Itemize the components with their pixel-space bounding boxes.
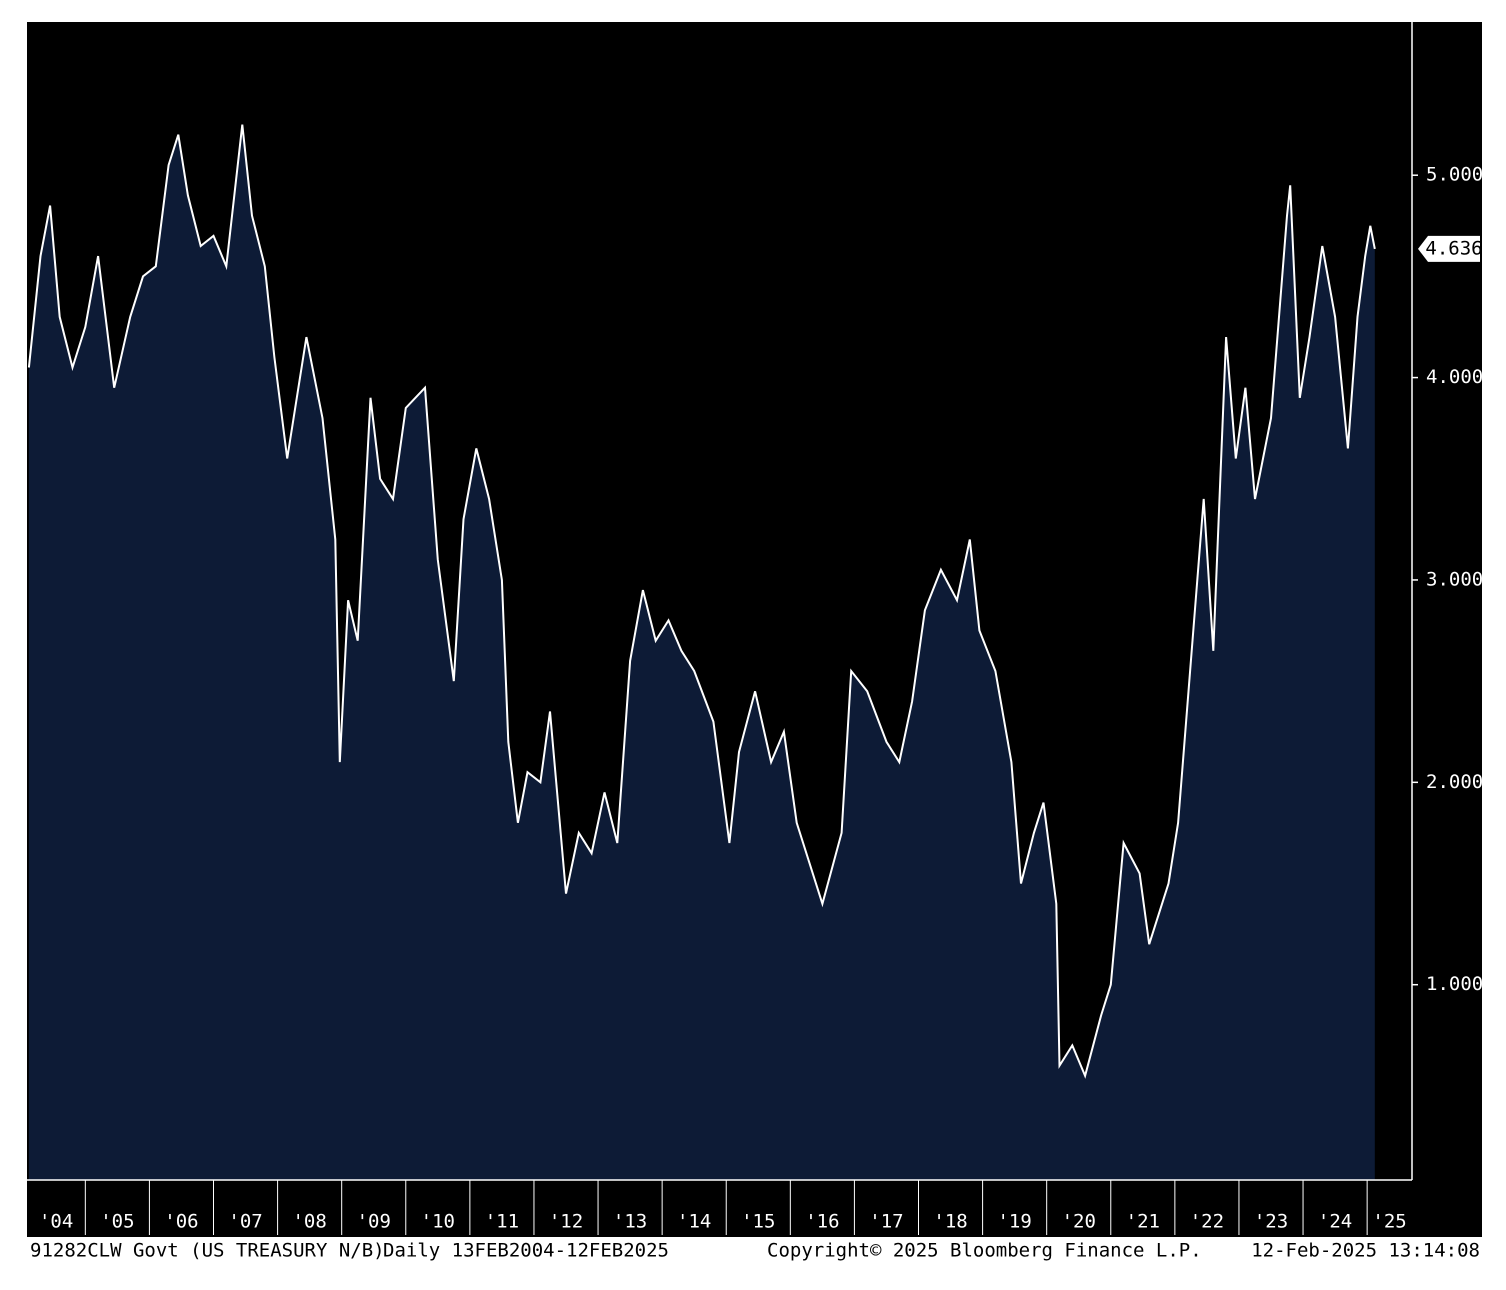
y-tick-label: 2.000 (1426, 771, 1483, 793)
x-tick-label: '04 (39, 1211, 73, 1233)
x-tick-label: '17 (869, 1211, 903, 1233)
x-tick-label: '08 (292, 1211, 326, 1233)
x-tick-label: '11 (485, 1211, 519, 1233)
area-fill (28, 124, 1375, 1181)
footer-range: Daily 13FEB2004-12FEB2025 (383, 1240, 669, 1262)
footer-security: 91282CLW Govt (US TREASURY N/B) (30, 1240, 385, 1262)
y-tick-label: 5.000 (1426, 164, 1483, 186)
x-tick-label: '10 (421, 1211, 455, 1233)
x-tick-label: '21 (1126, 1211, 1160, 1233)
x-tick-label: '05 (100, 1211, 134, 1233)
last-value-label: 4.636 (1425, 237, 1482, 259)
x-tick-label: '19 (997, 1211, 1031, 1233)
area-line (27, 124, 1376, 1079)
x-tick-label: '15 (741, 1211, 775, 1233)
x-tick-label: '20 (1062, 1211, 1096, 1233)
x-tick-label: '25 (1372, 1211, 1406, 1233)
x-tick-label: '16 (805, 1211, 839, 1233)
x-tick-label: '14 (677, 1211, 711, 1233)
x-tick-label: '12 (549, 1211, 583, 1233)
x-tick-label: '13 (613, 1211, 647, 1233)
y-tick-label: 1.000 (1426, 973, 1483, 995)
x-tick-label: '18 (933, 1211, 967, 1233)
footer-copyright: Copyright© 2025 Bloomberg Finance L.P. (767, 1240, 1202, 1262)
x-tick-label: '23 (1254, 1211, 1288, 1233)
x-tick-label: '09 (357, 1211, 391, 1233)
x-tick-label: '24 (1318, 1211, 1352, 1233)
footer-timestamp: 12-Feb-2025 13:14:08 (1251, 1240, 1480, 1262)
last-value-box (1418, 235, 1480, 262)
y-tick-label: 3.000 (1426, 568, 1483, 590)
x-tick-label: '06 (164, 1211, 198, 1233)
x-tick-label: '22 (1190, 1211, 1224, 1233)
x-tick-label: '07 (228, 1211, 262, 1233)
y-tick-label: 4.000 (1426, 366, 1483, 388)
